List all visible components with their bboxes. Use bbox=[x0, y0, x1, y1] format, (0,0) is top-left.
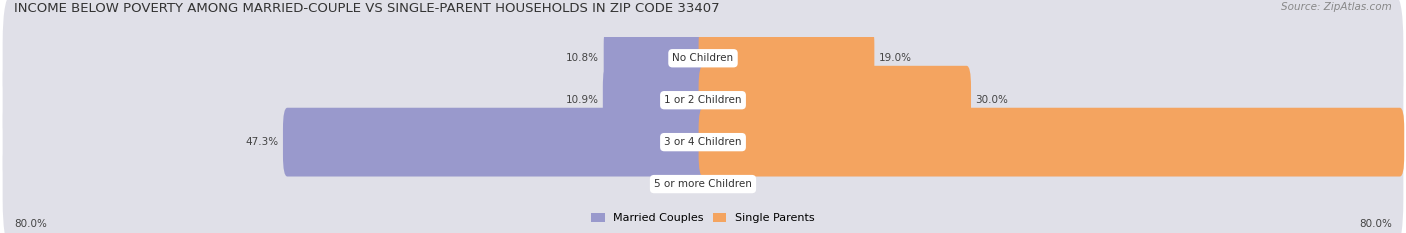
Text: 5 or more Children: 5 or more Children bbox=[654, 179, 752, 189]
FancyBboxPatch shape bbox=[603, 24, 707, 93]
FancyBboxPatch shape bbox=[3, 0, 1403, 124]
Text: 0.0%: 0.0% bbox=[711, 179, 738, 189]
Text: INCOME BELOW POVERTY AMONG MARRIED-COUPLE VS SINGLE-PARENT HOUSEHOLDS IN ZIP COD: INCOME BELOW POVERTY AMONG MARRIED-COUPL… bbox=[14, 2, 720, 15]
Text: 10.8%: 10.8% bbox=[567, 53, 599, 63]
Legend: Married Couples, Single Parents: Married Couples, Single Parents bbox=[586, 208, 820, 227]
FancyBboxPatch shape bbox=[699, 66, 972, 135]
FancyBboxPatch shape bbox=[699, 108, 1405, 177]
Text: 80.0%: 80.0% bbox=[14, 219, 46, 229]
Text: 3 or 4 Children: 3 or 4 Children bbox=[664, 137, 742, 147]
Text: Source: ZipAtlas.com: Source: ZipAtlas.com bbox=[1281, 2, 1392, 12]
Text: 19.0%: 19.0% bbox=[879, 53, 911, 63]
FancyBboxPatch shape bbox=[3, 77, 1403, 208]
Text: 47.3%: 47.3% bbox=[246, 137, 278, 147]
Text: 80.0%: 80.0% bbox=[1360, 219, 1392, 229]
Text: No Children: No Children bbox=[672, 53, 734, 63]
FancyBboxPatch shape bbox=[603, 66, 707, 135]
FancyBboxPatch shape bbox=[3, 35, 1403, 166]
Text: 0.0%: 0.0% bbox=[668, 179, 695, 189]
Text: 1 or 2 Children: 1 or 2 Children bbox=[664, 95, 742, 105]
FancyBboxPatch shape bbox=[3, 119, 1403, 233]
Text: 30.0%: 30.0% bbox=[976, 95, 1008, 105]
Text: 10.9%: 10.9% bbox=[565, 95, 599, 105]
FancyBboxPatch shape bbox=[283, 108, 707, 177]
FancyBboxPatch shape bbox=[699, 24, 875, 93]
